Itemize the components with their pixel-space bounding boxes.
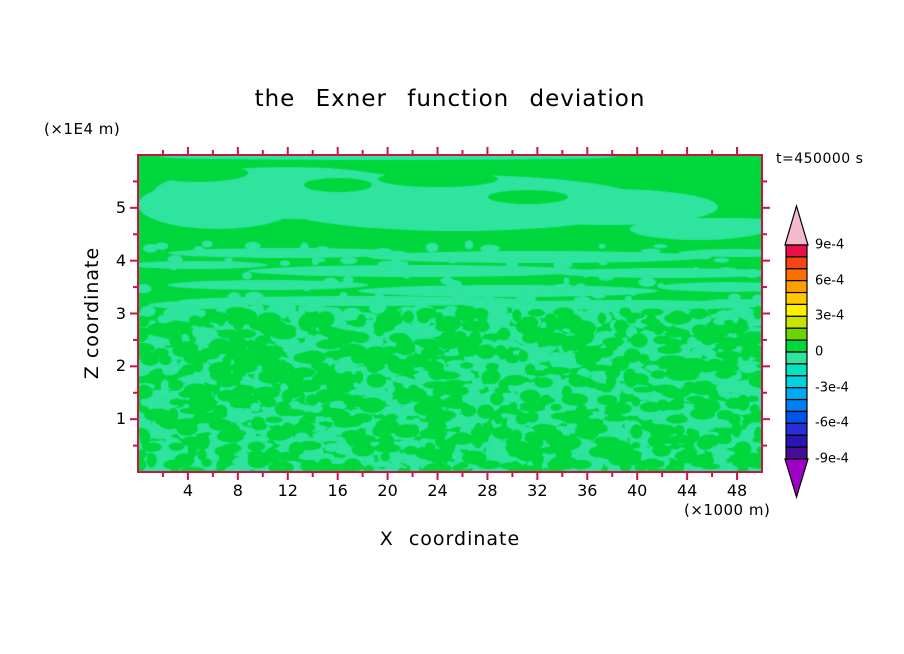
colorbar-segment — [785, 387, 808, 401]
x-tick-label: 12 — [277, 481, 298, 500]
colorbar-segment — [785, 315, 808, 329]
x-axis-unit-label: (×1000 m) — [684, 501, 771, 519]
colorbar-under-arrow — [784, 458, 809, 500]
chart-title: the Exner function deviation — [254, 86, 646, 112]
x-tick-label: 40 — [627, 481, 648, 500]
colorbar-segment — [785, 422, 808, 436]
colorbar-segment — [785, 410, 808, 424]
y-tick-label: 1 — [115, 409, 126, 429]
colorbar-segment — [785, 351, 808, 365]
y-tick-label: 5 — [115, 197, 126, 217]
x-tick-label: 48 — [726, 481, 748, 500]
colorbar-label: -6e-4 — [815, 415, 849, 431]
x-tick-label: 20 — [377, 481, 398, 500]
colorbar-over-arrow — [784, 203, 809, 246]
x-tick-label: 24 — [427, 481, 448, 500]
colorbar-label: -9e-4 — [815, 451, 849, 467]
x-axis-title: X coordinate — [379, 528, 521, 550]
colorbar-label: 9e-4 — [815, 237, 845, 253]
colorbar-label: 3e-4 — [815, 308, 845, 324]
colorbar-segment — [785, 244, 808, 258]
x-tick-label: 28 — [477, 481, 498, 500]
colorbar-segment — [785, 446, 808, 460]
x-tick-label: 36 — [577, 481, 598, 500]
colorbar-label: -3e-4 — [815, 380, 849, 396]
x-tick-label: 4 — [182, 481, 193, 500]
y-tick-label: 3 — [115, 303, 126, 323]
colorbar-segment — [785, 363, 808, 377]
contour-field-canvas — [138, 155, 762, 472]
x-tick-label: 8 — [232, 481, 243, 500]
y-tick-label: 2 — [115, 356, 126, 376]
x-tick-label: 16 — [327, 481, 348, 500]
x-tick-label: 44 — [676, 481, 698, 500]
y-axis-unit-label: (×1E4 m) — [44, 120, 121, 138]
colorbar-segment — [785, 398, 808, 413]
colorbar-segment — [785, 268, 808, 282]
y-tick-label: 4 — [115, 250, 126, 270]
colorbar-label: 0 — [815, 344, 824, 360]
time-annotation: t=450000 s — [776, 151, 864, 167]
colorbar-segment — [785, 256, 808, 270]
colorbar-segment — [785, 280, 808, 294]
colorbar-segment — [785, 303, 808, 317]
colorbar-label: 6e-4 — [815, 273, 845, 289]
colorbar-segment — [785, 339, 808, 353]
colorbar-segment — [785, 291, 808, 306]
colorbar-segment — [785, 434, 808, 448]
colorbar-segment — [785, 327, 808, 341]
colorbar — [784, 203, 809, 500]
colorbar-segment — [785, 375, 808, 389]
x-tick-label: 32 — [527, 481, 548, 500]
